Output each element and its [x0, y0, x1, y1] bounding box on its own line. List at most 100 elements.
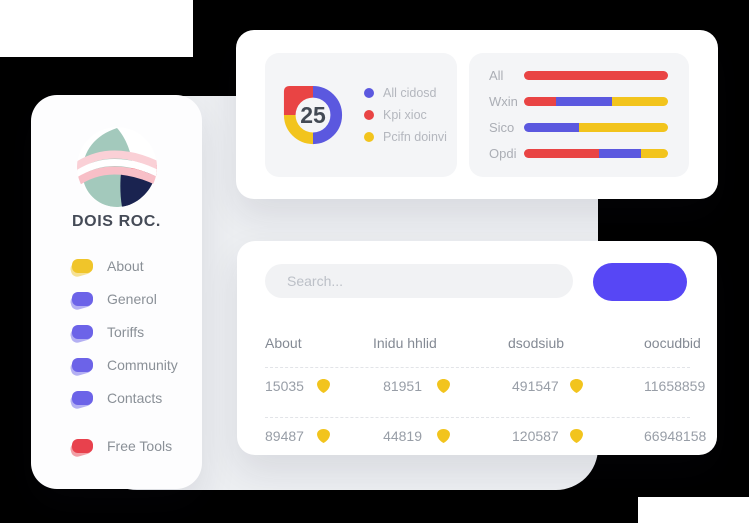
- charts-card: 25 All cidosd Kpi xioc Pcifn doinvi All Wxi…: [236, 30, 718, 199]
- cell-value: 11658859: [644, 378, 706, 394]
- bar-segment: [555, 96, 612, 106]
- cell-value: 491547: [512, 378, 559, 394]
- row-divider: [265, 417, 690, 418]
- legend-item: All cidosd: [364, 85, 447, 100]
- shield-icon: [569, 379, 583, 393]
- table-cell: 15035: [265, 378, 373, 394]
- table-row: 15035 81951 491547 11658859: [265, 368, 705, 403]
- bar-segment: [524, 122, 579, 132]
- legend-dot-icon: [364, 109, 374, 120]
- legend-label: All cidosd: [383, 85, 437, 100]
- bar-segment: [611, 96, 668, 106]
- bar-track: [524, 96, 668, 106]
- table-cell: 11658859: [644, 378, 705, 394]
- column-header: oocudbid: [644, 335, 701, 351]
- row-divider: [265, 367, 690, 368]
- bar-category-label: Wxin: [489, 93, 518, 109]
- bar-track: [524, 122, 668, 132]
- stacked-bar-chart: All Wxin Sico Opdi: [469, 62, 689, 166]
- legend-item: Pcifn doinvi: [364, 129, 447, 144]
- menu-blob-icon: [72, 324, 93, 339]
- bar-segment: [578, 122, 668, 132]
- menu-blob-icon: [72, 390, 93, 405]
- donut-rings-icon: [283, 85, 342, 145]
- cell-value: 89487: [265, 428, 304, 444]
- table-row: 89487 44819 120587 66948158: [265, 418, 706, 453]
- menu-blob-icon: [72, 258, 93, 273]
- bar-row: All: [469, 62, 689, 88]
- donut-slice: [283, 114, 314, 145]
- data-table: About Inidu hhlid dsodsiub oocudbid 15035 81…: [265, 333, 706, 453]
- menu-item-label: Toriffs: [107, 323, 145, 340]
- column-header: dsodsiub: [508, 335, 565, 351]
- donut-legend: All cidosd Kpi xioc Pcifn doinvi: [364, 85, 447, 144]
- legend-dot-icon: [364, 131, 374, 142]
- menu-blob-icon: [72, 291, 93, 306]
- bar-chart-panel: All Wxin Sico Opdi: [469, 53, 689, 177]
- shield-icon: [569, 429, 583, 443]
- bar-row: Sico: [469, 114, 689, 140]
- table-body: 15035 81951 491547 11658859 89487 44819 120587…: [265, 367, 706, 453]
- bar-row: Wxin: [469, 88, 689, 114]
- bar-segment: [524, 70, 668, 80]
- brand-name: DOIS ROC.: [72, 213, 161, 230]
- table-header-row: About Inidu hhlid dsodsiub oocudbid: [265, 333, 701, 353]
- primary-button[interactable]: [593, 263, 687, 301]
- table-card: About Inidu hhlid dsodsiub oocudbid 15035 81…: [237, 241, 717, 455]
- menu-blob-icon: [72, 357, 93, 372]
- bar-track: [524, 70, 668, 80]
- sidebar: DOIS ROC. About Generol Toriffs Community Co…: [31, 95, 202, 489]
- sidebar-item-about[interactable]: About: [72, 249, 194, 282]
- legend-label: Kpi xioc: [383, 107, 427, 122]
- background-white-block-top-left: [0, 0, 193, 57]
- donut-chart-panel: 25 All cidosd Kpi xioc Pcifn doinvi: [265, 53, 457, 177]
- legend-dot-icon: [364, 87, 374, 98]
- sidebar-item-toriffs[interactable]: Toriffs: [72, 315, 194, 348]
- donut-slice: [312, 85, 342, 145]
- brand-logo-icon: [77, 127, 157, 207]
- column-header: Inidu hhlid: [373, 335, 437, 351]
- donut-slice: [283, 85, 313, 115]
- sidebar-item-generol[interactable]: Generol: [72, 282, 194, 315]
- shield-icon: [316, 379, 330, 393]
- sidebar-item-contacts[interactable]: Contacts: [72, 381, 194, 414]
- background-white-block-bottom-right: [638, 497, 749, 523]
- table-cell: 491547: [508, 378, 644, 394]
- cell-value: 44819: [383, 428, 422, 444]
- legend-item: Kpi xioc: [364, 107, 447, 122]
- shield-icon: [437, 379, 450, 393]
- shield-icon: [316, 429, 330, 443]
- sidebar-item-community[interactable]: Community: [72, 348, 194, 381]
- menu-blob-icon: [72, 438, 93, 453]
- table-cell: 44819: [373, 428, 508, 444]
- donut-center-value: 25: [300, 101, 326, 128]
- sidebar-menu: About Generol Toriffs Community Contacts Free…: [72, 249, 194, 462]
- bar-segment: [524, 148, 599, 158]
- menu-item-label: About: [107, 257, 144, 274]
- table-cell: 66948158: [644, 428, 706, 444]
- shield-icon: [437, 429, 450, 443]
- bar-segment: [598, 148, 641, 158]
- search-input[interactable]: [265, 264, 573, 298]
- bar-category-label: All: [489, 67, 504, 83]
- sidebar-item-free-tools[interactable]: Free Tools: [72, 429, 194, 462]
- menu-item-label: Community: [107, 356, 178, 373]
- cell-value: 66948158: [644, 428, 707, 444]
- cell-value: 15035: [265, 378, 304, 394]
- table-cell: 89487: [265, 428, 373, 444]
- legend-label: Pcifn doinvi: [383, 129, 447, 144]
- bar-category-label: Opdi: [489, 145, 517, 161]
- bar-category-label: Sico: [489, 119, 515, 135]
- menu-item-label: Contacts: [107, 389, 163, 406]
- cell-value: 81951: [383, 378, 422, 394]
- table-cell: 120587: [508, 428, 644, 444]
- bar-row: Opdi: [469, 140, 689, 166]
- cell-value: 120587: [512, 428, 559, 444]
- bar-segment: [524, 96, 556, 106]
- table-cell: 81951: [373, 378, 508, 394]
- bar-track: [524, 148, 668, 158]
- bar-segment: [640, 148, 668, 158]
- donut-chart: 25: [282, 84, 344, 146]
- menu-item-label: Free Tools: [107, 437, 173, 454]
